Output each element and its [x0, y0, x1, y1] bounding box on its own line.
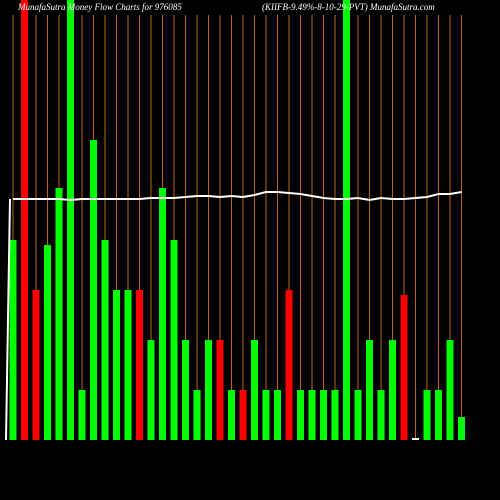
bar: [308, 390, 316, 440]
bar: [78, 390, 86, 440]
bar: [262, 390, 270, 440]
bar: [446, 340, 454, 440]
bar: [251, 340, 258, 440]
bar: [101, 240, 109, 440]
bar: [216, 340, 224, 440]
bar: [412, 438, 419, 440]
bar: [32, 290, 40, 440]
bar: [21, 0, 28, 440]
bar: [400, 295, 408, 440]
bar: [320, 390, 327, 440]
bar: [44, 245, 51, 440]
bar: [182, 340, 189, 440]
bar: [67, 0, 74, 440]
bar: [239, 390, 247, 440]
bar: [366, 340, 373, 440]
bar: [297, 390, 304, 440]
bar: [228, 390, 235, 440]
chart-title: MunafaSutra Money Flow Charts for 976085: [17, 2, 182, 12]
money-flow-line: [13, 191, 462, 202]
bar: [285, 290, 293, 440]
chart-subtitle: (KIIFB-9.49%-8-10-29-PVT) MunafaSutra.co…: [262, 2, 435, 12]
bar: [193, 390, 201, 440]
bar: [159, 188, 166, 440]
bar: [343, 0, 350, 440]
bar: [377, 390, 385, 440]
bar: [423, 390, 431, 440]
bar: [55, 188, 63, 440]
bar: [274, 390, 281, 440]
bar: [90, 140, 97, 440]
bar: [389, 340, 396, 440]
bar: [147, 340, 155, 440]
bar: [458, 417, 465, 440]
line-start: [5, 198, 11, 441]
bar: [331, 390, 339, 440]
bar: [124, 290, 132, 440]
bar: [354, 390, 362, 440]
bar: [9, 240, 17, 440]
bar: [113, 290, 120, 440]
bar: [136, 290, 143, 440]
bar: [170, 240, 178, 440]
bar: [435, 390, 442, 440]
bar: [205, 340, 212, 440]
